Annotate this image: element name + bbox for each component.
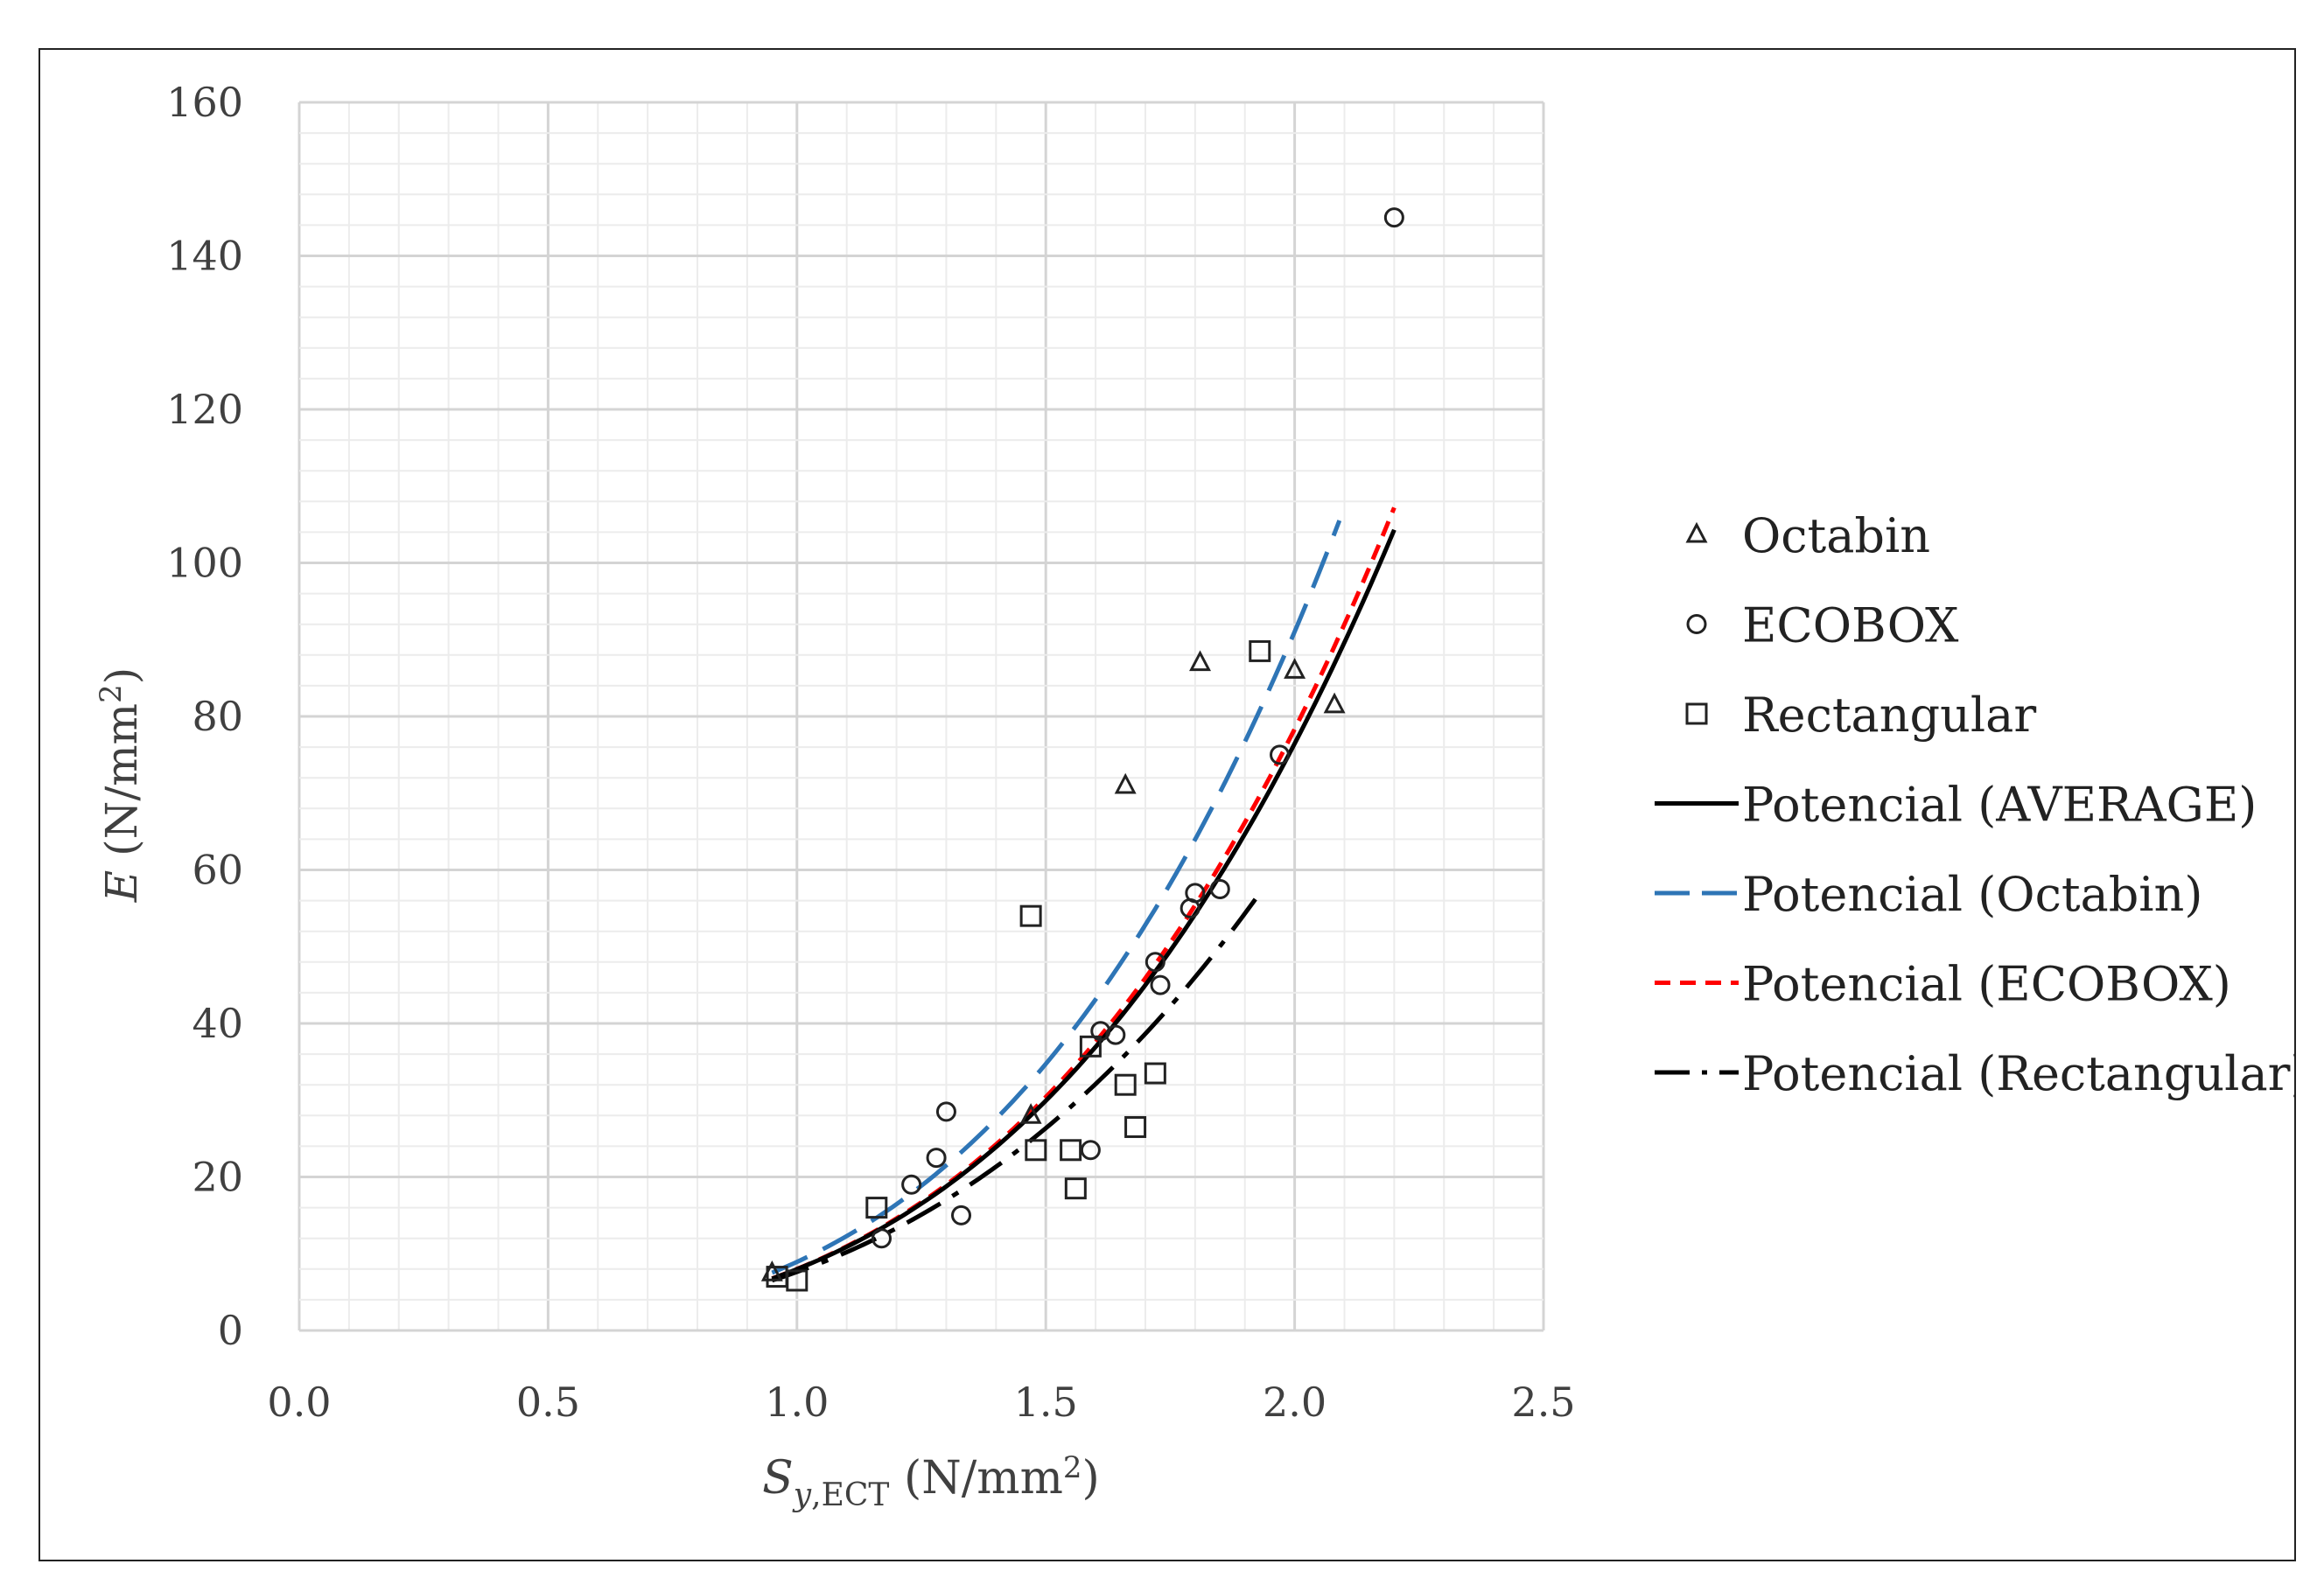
rectangular-point (1019, 904, 1042, 927)
y-tick-label: 80 (192, 693, 243, 740)
legend-label: Potencial (ECOBOX) (1742, 957, 2231, 1012)
trendline-potencial-rectangular (771, 891, 1262, 1283)
rectangular-point (786, 1269, 808, 1292)
legend-label: Octabin (1742, 508, 1930, 563)
rectangular-point (865, 1197, 888, 1219)
x-tick-label: 0.0 (267, 1379, 331, 1426)
y-tick-label: 40 (192, 1000, 243, 1047)
legend-marker-rectangular (1685, 702, 1708, 725)
octabin-point (1284, 658, 1306, 679)
ecobox-point (1383, 207, 1404, 228)
trendline-potencial-ecobox (771, 506, 1396, 1281)
ecobox-point (871, 1228, 892, 1249)
y-axis-ticks: 0 20 40 60 80 100 120 140 160 (166, 79, 243, 1354)
legend: Octabin ECOBOX Rectangular Potencial (AVERA… (1655, 508, 2294, 1101)
y-tick-label: 160 (166, 79, 243, 126)
y-tick-label: 120 (166, 386, 243, 433)
rectangular-point (1079, 1035, 1102, 1058)
ecobox-point (1150, 974, 1171, 995)
ecobox-point (1185, 883, 1206, 904)
ecobox-point (1209, 878, 1230, 899)
x-tick-label: 2.5 (1511, 1379, 1575, 1426)
x-axis-label: Sy,ECT (N/mm2) (762, 1450, 1100, 1513)
legend-label: Potencial (Rectangular) (1742, 1046, 2294, 1101)
x-tick-label: 2.0 (1263, 1379, 1326, 1426)
legend-label: Potencial (AVERAGE) (1742, 778, 2257, 833)
figure-frame: 0.0 0.5 1.0 1.5 2.0 2.5 0 20 40 60 80 100 120 140 160… (38, 48, 2296, 1561)
data-markers (760, 207, 1404, 1292)
legend-label: Rectangular (1742, 688, 2036, 743)
rectangular-point (1060, 1139, 1082, 1162)
octabin-point (1019, 1103, 1042, 1124)
y-tick-label: 60 (192, 847, 243, 894)
x-tick-label: 1.0 (765, 1379, 829, 1426)
y-tick-label: 20 (192, 1154, 243, 1201)
trendline-potencial-octabin (771, 520, 1342, 1275)
ecobox-point (1144, 952, 1166, 973)
ecobox-point (1270, 744, 1291, 765)
grid (298, 101, 1545, 1332)
ecobox-point (1080, 1140, 1101, 1161)
legend-label: Potencial (Octabin) (1742, 867, 2202, 922)
rectangular-point (1114, 1073, 1137, 1096)
rectangular-point (1124, 1115, 1147, 1138)
y-tick-label: 100 (166, 540, 243, 587)
legend-label: ECOBOX (1742, 598, 1959, 653)
legend-marker-ecobox (1686, 614, 1707, 634)
x-tick-label: 1.5 (1014, 1379, 1078, 1426)
y-axis-label: E (N/mm2) (94, 667, 147, 904)
ecobox-point (1105, 1024, 1126, 1045)
legend-marker-octabin (1685, 521, 1708, 543)
ecobox-point (926, 1148, 947, 1169)
octabin-point (1323, 692, 1346, 714)
x-axis-ticks: 0.0 0.5 1.0 1.5 2.0 2.5 (267, 1379, 1575, 1426)
rectangular-point (1249, 639, 1271, 662)
y-tick-label: 140 (166, 233, 243, 280)
ecobox-point (901, 1174, 922, 1195)
rectangular-point (1064, 1177, 1087, 1200)
rectangular-point (1144, 1062, 1166, 1085)
ecobox-point (935, 1101, 956, 1122)
x-tick-label: 0.5 (516, 1379, 580, 1426)
y-tick-label: 0 (218, 1307, 243, 1354)
octabin-point (1114, 772, 1137, 794)
rectangular-point (1025, 1139, 1047, 1162)
scatter-chart: 0.0 0.5 1.0 1.5 2.0 2.5 0 20 40 60 80 100 120 140 160… (94, 79, 2294, 1513)
octabin-point (1189, 650, 1212, 672)
trendline-potencial-average (771, 528, 1396, 1281)
ecobox-point (951, 1204, 972, 1225)
